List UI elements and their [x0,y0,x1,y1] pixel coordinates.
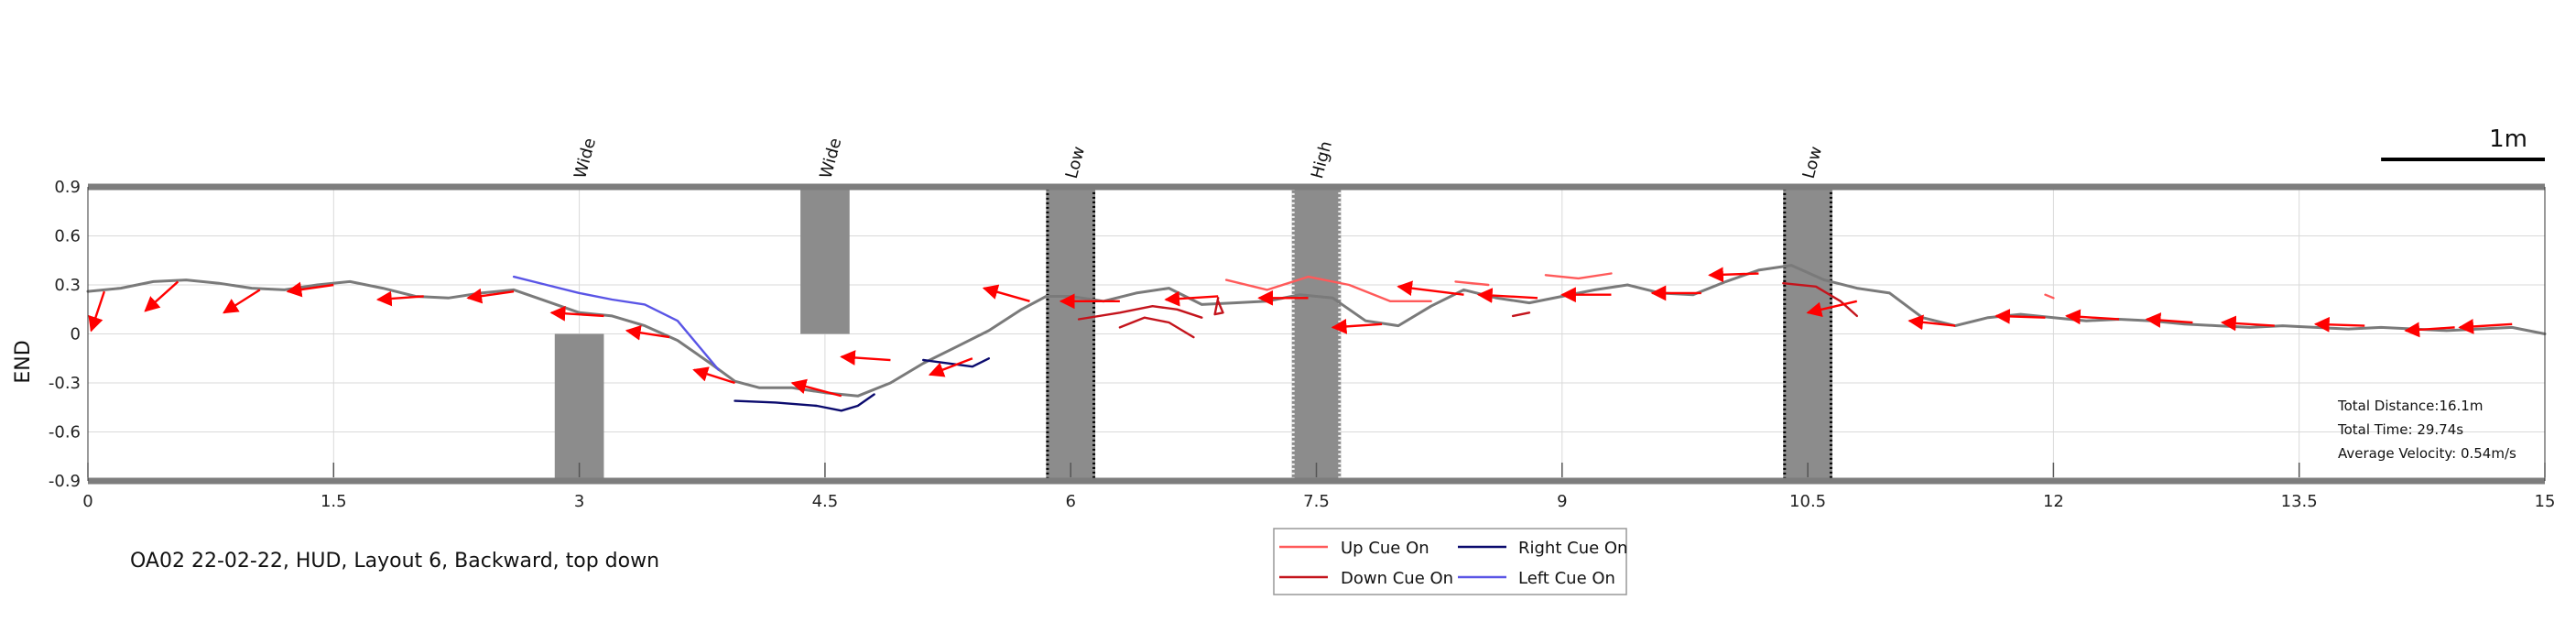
cue-segment-6 [1213,297,1224,316]
obstacle-3 [1291,187,1342,481]
heading-arrow-28 [2313,316,2365,333]
legend-label-up: Up Cue On [1341,539,1429,558]
heading-arrow-2 [223,289,261,314]
y-tick-label: -0.6 [49,423,81,442]
cue-segment-5 [1118,316,1195,339]
heading-arrow-5 [466,288,515,304]
x-tick-label: 6 [1065,492,1075,511]
x-tick-label: 15 [2535,492,2556,511]
heading-arrow-17 [1397,280,1464,296]
obstacles [554,187,1832,481]
x-tick-label: 13.5 [2281,492,2318,511]
x-tick-label: 7.5 [1303,492,1330,511]
cue-segment-2 [734,393,875,412]
heading-arrow-30 [2458,319,2513,334]
obstacle-0 [554,333,604,481]
cue-segment-12 [2044,293,2055,300]
heading-arrow-1 [144,280,179,312]
obstacle-label-4: Low [1799,145,1826,181]
heading-arrow-16 [1331,318,1383,334]
y-tick-label: 0 [71,325,81,344]
heading-arrows [88,267,2513,398]
obstacle-4 [1783,187,1832,481]
legend: Up Cue On Right Cue On Down Cue On Left … [1273,528,1627,595]
heading-arrow-22 [1806,300,1858,318]
average-velocity: Average Velocity: 0.54m/s [2338,445,2516,462]
legend-item-up: Up Cue On [1279,539,1429,558]
y-tick-label: -0.9 [49,472,81,491]
heading-arrow-9 [790,378,842,398]
x-tick-label: 4.5 [812,492,839,511]
cue-segment-7 [1224,275,1432,302]
scale-bar: 1m [2381,126,2545,161]
heading-arrow-7 [625,324,670,341]
scale-bar-label: 1m [2489,126,2527,153]
y-tick-label: 0.6 [54,227,81,246]
heading-arrow-26 [2145,312,2193,328]
figure-caption: OA02 22-02-22, HUD, Layout 6, Backward, … [130,550,660,573]
cue-segment-3 [922,357,991,368]
x-tick-label: 0 [82,492,92,511]
x-tick-label: 9 [1557,492,1567,511]
heading-arrow-14 [1164,290,1219,307]
obstacle-label-3: High [1308,139,1336,180]
heading-arrow-4 [375,290,424,307]
legend-box [1273,528,1627,595]
heading-arrow-6 [549,305,604,322]
heading-arrow-0 [88,290,106,333]
x-tick-label: 10.5 [1789,492,1826,511]
heading-arrow-29 [2404,322,2455,338]
legend-item-right: Right Cue On [1458,539,1627,558]
walking-path [86,264,2547,398]
obstacle-1 [800,187,850,334]
obstacle-label-0: Wide [571,136,600,180]
heading-arrow-23 [1908,314,1956,331]
cue-segment-10 [1544,272,1613,280]
stats-box: Total Distance:16.1m Total Time: 29.74s … [2337,398,2516,462]
axes-frame [87,183,2546,485]
heading-arrow-24 [1994,308,2046,324]
cue-segment-1 [512,275,720,371]
cue-segment-11 [1782,282,1859,318]
legend-item-down: Down Cue On [1279,569,1453,588]
cue-segment-4 [1077,305,1203,321]
heading-arrow-27 [2220,315,2275,332]
legend-label-down: Down Cue On [1341,569,1453,588]
cue-segment-9 [1511,311,1531,318]
obstacle-label-2: Low [1062,145,1089,181]
x-tick-label: 12 [2043,492,2064,511]
y-axis-label: END [12,340,35,383]
heading-arrow-10 [840,350,891,366]
heading-arrow-3 [286,281,334,298]
heading-arrow-8 [692,366,735,385]
total-time: Total Time: 29.74s [2337,421,2463,438]
legend-label-right: Right Cue On [1518,539,1627,558]
obstacle-2 [1046,187,1096,481]
y-tick-label: -0.3 [49,374,81,393]
y-tick-label: 0.3 [54,276,81,295]
heading-arrow-18 [1476,288,1538,303]
total-distance: Total Distance:16.1m [2337,398,2483,414]
legend-label-left: Left Cue On [1518,569,1615,588]
x-tick-label: 3 [574,492,584,511]
trajectory-lines [86,264,2547,412]
obstacle-label-1: Wide [816,136,845,180]
cue-segment-8 [1454,280,1490,287]
heading-arrow-12 [982,284,1030,302]
legend-item-left: Left Cue On [1458,569,1615,588]
x-tick-label: 1.5 [321,492,347,511]
heading-arrow-25 [2065,309,2120,325]
y-tick-label: 0.9 [54,178,81,197]
heading-arrow-11 [928,357,973,377]
heading-arrow-21 [1708,267,1759,283]
